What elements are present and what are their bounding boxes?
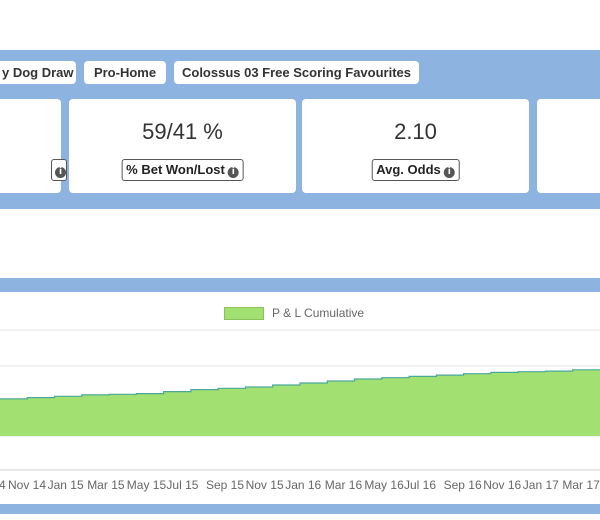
stat-card-avg-odds: 2.10 Avg. Odds i [302,99,529,193]
stat-label-text: Avg. Odds [376,162,441,177]
info-icon[interactable]: i [227,167,239,178]
stat-card-bet-won-lost: 59/41 % % Bet Won/Lost i [69,99,296,193]
stat-label-partial[interactable]: i [51,159,67,181]
info-icon[interactable]: i [443,167,455,178]
x-tick-label: Mar 15 [87,478,125,492]
x-tick-label: Jul 15 [166,478,198,492]
stat-label-avg-odds[interactable]: Avg. Odds i [371,159,460,181]
legend-label-pl: P & L Cumulative [272,306,365,320]
x-tick-label: May 15 [127,478,167,492]
stat-value-won-lost: 59/41 % [142,119,223,144]
x-tick-label: Nov 15 [246,478,284,492]
stat-label-text: % Bet Won/Lost [126,162,225,177]
x-tick-label: Mar 16 [325,478,363,492]
info-icon[interactable]: i [55,167,66,178]
pl-cumulative-area [0,369,600,436]
x-tick-label: Sep 15 [206,478,244,492]
x-tick-label: May 16 [364,478,404,492]
system-tag-pro-home[interactable]: Pro-Home [84,61,166,84]
x-tick-label: 4 [0,478,6,492]
system-tag-dog-draw[interactable]: y Dog Draw [0,61,76,84]
x-tick-label: Sep 16 [444,478,482,492]
x-tick-label: Jul 16 [404,478,436,492]
legend-swatch-pl[interactable] [224,306,264,320]
x-tick-label: Jan 16 [285,478,321,492]
pl-cumulative-chart: 4 Nov 14 Jan 15 Mar 15 May 15 Jul 15 Sep 15 Nov… [0,329,600,492]
stat-card-partial-left: i [0,99,67,193]
x-tick-label: Nov 14 [8,478,46,492]
stat-label-won-lost[interactable]: % Bet Won/Lost i [121,159,244,181]
chart-panel-footer [0,504,600,514]
x-axis-ticks: 4 Nov 14 Jan 15 Mar 15 May 15 Jul 15 Sep 15 Nov… [0,478,600,492]
x-tick-label: Jan 17 [523,478,559,492]
x-tick-label: Mar 17 [562,478,600,492]
pl-cumulative-line [0,369,600,400]
x-tick-label: Nov 16 [483,478,521,492]
stat-card-partial-right [537,99,600,193]
system-tag-colossus-03[interactable]: Colossus 03 Free Scoring Favourites [174,61,419,84]
chart-panel-header [0,278,600,292]
stat-value-avg-odds: 2.10 [394,119,437,144]
chart-legend: P & L Cumulative [224,306,364,320]
x-tick-label: Jan 15 [48,478,84,492]
